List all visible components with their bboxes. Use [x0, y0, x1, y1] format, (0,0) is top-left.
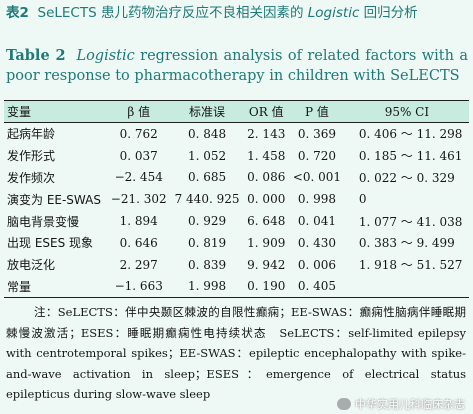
table-row: 起病年龄 0. 762 0. 848 2. 143 0. 369 0. 406 … — [4, 123, 469, 145]
cell-beta: 1. 894 — [119, 214, 158, 229]
table-row: 常量 −1. 663 1. 998 0. 190 0. 405 — [4, 275, 469, 299]
cell-p: 0. 720 — [297, 148, 336, 163]
journal-watermark: 中华实用儿科临床杂志 — [337, 396, 465, 412]
cell-or: 0. 190 — [243, 275, 289, 299]
cell-p: 0. 041 — [297, 214, 336, 229]
cell-variable: 演变为 EE-SWAS — [7, 192, 101, 207]
cell-p: <0. 001 — [292, 170, 342, 185]
table-row: 出现 ESES 现象 0. 646 0. 819 1. 909 0. 430 0… — [4, 232, 469, 254]
cell-or: 9. 942 — [247, 257, 286, 272]
cell-beta: −21. 302 — [110, 192, 167, 207]
cell-or: 6. 648 — [247, 214, 286, 229]
wechat-icon — [337, 398, 351, 410]
watermark-text: 中华实用儿科临床杂志 — [355, 398, 465, 411]
header-p: P 值 — [289, 100, 345, 123]
cell-p: 0. 405 — [289, 275, 345, 299]
cell-p: 0. 006 — [297, 257, 336, 272]
cell-ci — [344, 275, 469, 299]
cell-or: 1. 458 — [247, 148, 286, 163]
cell-ci: 0. 022 ～ 0. 329 — [358, 170, 455, 185]
cell-se: 1. 052 — [187, 148, 227, 163]
cell-se: 1. 998 — [170, 275, 244, 299]
cell-variable: 起病年龄 — [7, 127, 56, 142]
cell-variable: 常量 — [4, 275, 107, 299]
cell-beta: 0. 762 — [119, 126, 158, 141]
cell-or: 2. 143 — [247, 126, 286, 141]
table-header-row: 变量 β 值 标准误 OR 值 P 值 95% CI — [4, 100, 469, 123]
table-row: 发作频次 −2. 454 0. 685 0. 086 <0. 001 0. 02… — [4, 167, 469, 189]
cell-ci: 1. 918 ～ 51. 527 — [358, 258, 463, 273]
cell-beta: 0. 037 — [119, 148, 158, 163]
cell-se: 7 440. 925 — [174, 192, 240, 207]
cell-or: 1. 909 — [247, 235, 286, 250]
cell-ci: 0. 406 ～ 11. 298 — [358, 127, 463, 142]
header-se: 标准误 — [170, 100, 244, 123]
cell-se: 0. 685 — [187, 170, 227, 185]
cell-ci: 0. 185 ～ 11. 461 — [358, 149, 463, 164]
cell-beta: −1. 663 — [106, 275, 171, 299]
caption-cn-italic: Logistic — [307, 5, 360, 21]
cell-se: 0. 819 — [187, 235, 227, 250]
caption-en-text: regression analysis of related factors w… — [6, 48, 469, 84]
caption-cn-suffix: 回归分析 — [363, 5, 418, 21]
cell-variable: 发作频次 — [7, 170, 56, 185]
cell-variable: 脑电背景变慢 — [7, 214, 80, 229]
cell-p: 0. 998 — [297, 192, 336, 207]
cell-variable: 出现 ESES 现象 — [7, 236, 94, 251]
cell-se: 0. 848 — [187, 126, 227, 141]
cell-ci: 1. 077 ～ 41. 038 — [358, 214, 463, 229]
caption-en-number: Table 2 — [6, 47, 66, 64]
header-variable: 变量 — [4, 100, 107, 123]
header-or: OR 值 — [243, 100, 289, 123]
caption-english: Table 2 Logistic regression analysis of … — [6, 46, 468, 86]
cell-se: 0. 839 — [187, 257, 227, 272]
cell-or: 0. 000 — [247, 192, 286, 207]
caption-en-italic: Logistic — [76, 48, 135, 64]
table-row: 发作形式 0. 037 1. 052 1. 458 0. 720 0. 185 … — [4, 145, 469, 167]
cell-ci: 0. 383 ～ 9. 499 — [358, 236, 455, 251]
caption-cn-number: 表2 — [6, 5, 29, 21]
caption-chinese: 表2 SeLECTS 患儿药物治疗反应不良相关因素的 Logistic 回归分析 — [6, 4, 468, 23]
header-ci: 95% CI — [344, 100, 469, 123]
cell-beta: 2. 297 — [119, 257, 158, 272]
cell-ci: 0 — [358, 192, 367, 207]
cell-or: 0. 086 — [247, 170, 286, 185]
table-footnote: 注：SeLECTS：伴中央颞区棘波的自限性癫痫；EE-SWAS：癫痫性脑病伴睡眠… — [6, 305, 466, 401]
cell-p: 0. 430 — [297, 235, 336, 250]
table-row: 脑电背景变慢 1. 894 0. 929 6. 648 0. 041 1. 07… — [4, 210, 469, 232]
table-row: 放电泛化 2. 297 0. 839 9. 942 0. 006 1. 918 … — [4, 254, 469, 276]
cell-beta: 0. 646 — [119, 235, 158, 250]
table-row: 演变为 EE-SWAS −21. 302 7 440. 925 0. 000 0… — [4, 188, 469, 210]
caption-cn-text: SeLECTS 患儿药物治疗反应不良相关因素的 — [37, 5, 304, 21]
regression-table: 变量 β 值 标准误 OR 值 P 值 95% CI 起病年龄 0. 762 0… — [4, 100, 469, 299]
cell-variable: 发作形式 — [7, 149, 56, 164]
cell-beta: −2. 454 — [114, 170, 163, 185]
cell-variable: 放电泛化 — [7, 258, 56, 273]
cell-se: 0. 929 — [187, 214, 227, 229]
header-beta: β 值 — [106, 100, 171, 123]
cell-p: 0. 369 — [297, 126, 336, 141]
